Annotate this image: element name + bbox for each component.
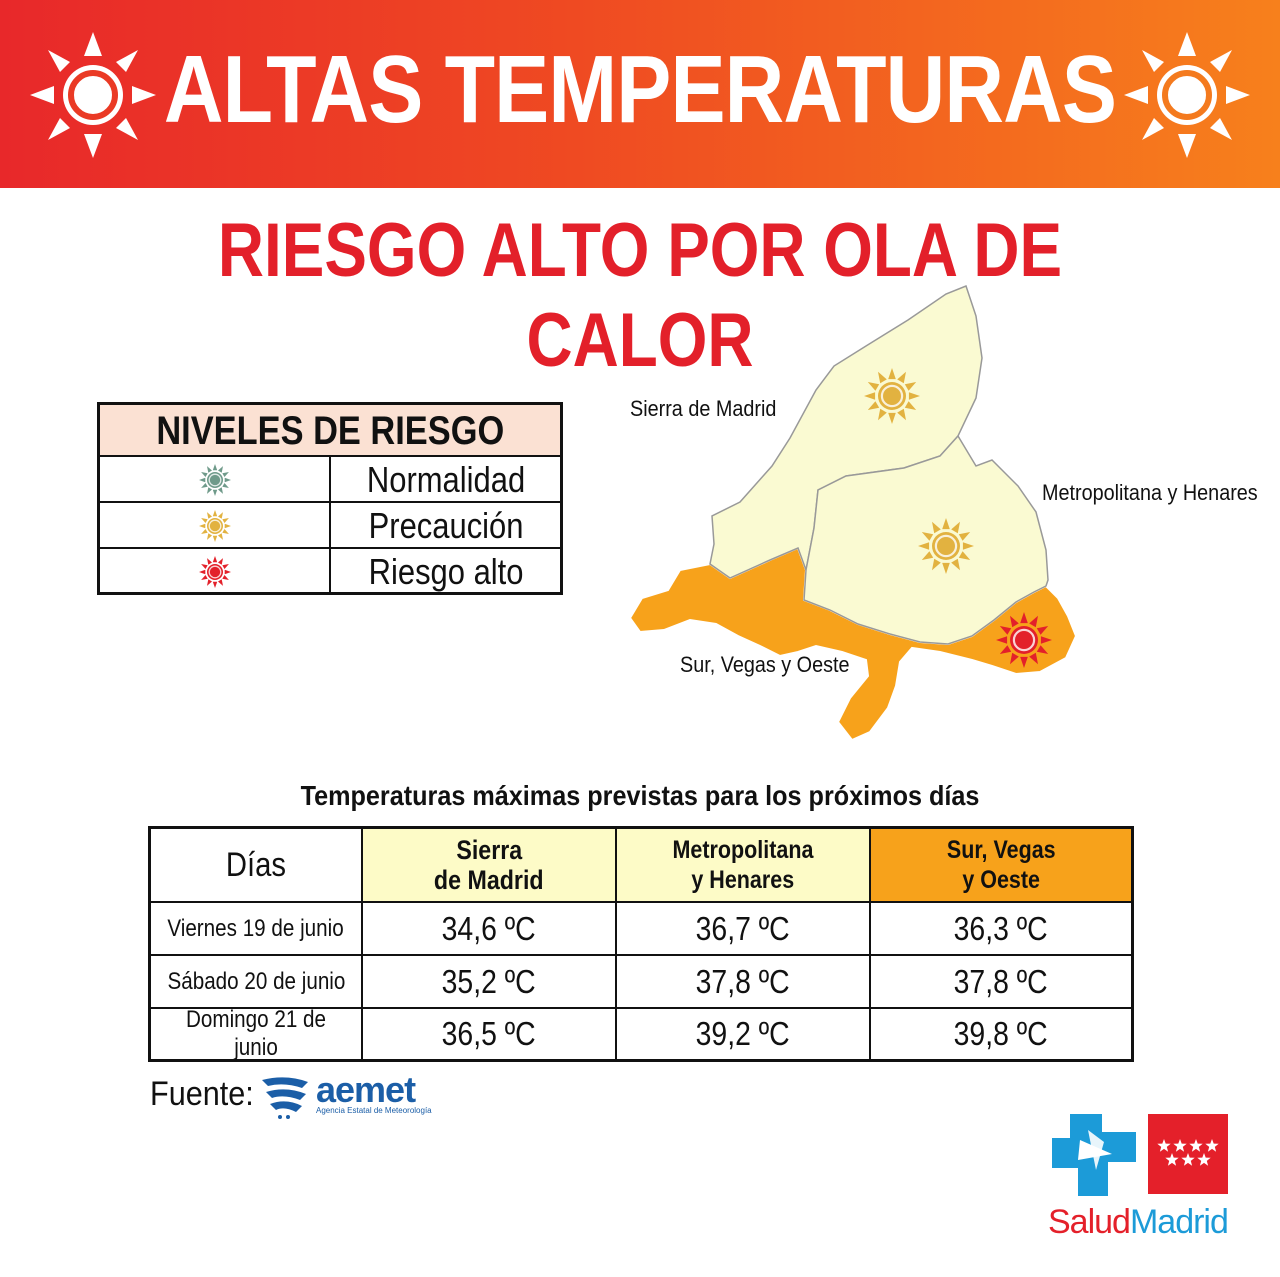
map-label-sierra: Sierra de Madrid xyxy=(630,396,777,421)
table-cell-sur: 39,8 ºC xyxy=(954,1015,1048,1052)
region-map xyxy=(628,285,1078,742)
table-header-days: Días xyxy=(151,829,363,903)
sun-icon xyxy=(199,464,231,496)
table-row-day: Sábado 20 de junio xyxy=(151,956,363,1009)
legend-title: NIVELES DE RIESGO xyxy=(100,405,560,457)
legend-label: Riesgo alto xyxy=(369,551,524,592)
header-banner xyxy=(0,0,1280,188)
sun-icon xyxy=(864,368,920,424)
table-cell-sierra: 35,2 ºC xyxy=(363,956,617,1009)
table-title: Temperaturas máximas previstas para los … xyxy=(300,780,980,811)
sun-icon xyxy=(30,32,156,158)
legend-row: Precaución xyxy=(100,503,560,549)
salud-madrid-logo xyxy=(1052,1114,1228,1196)
table-cell-sierra: 34,6 ºC xyxy=(363,903,617,956)
aemet-logo-text: aemet xyxy=(316,1069,416,1110)
table-cell-sur: 36,3 ºC xyxy=(871,903,1131,956)
page-subtitle: RIESGO ALTO POR OLA DE CALOR xyxy=(217,208,1063,383)
table-row-day: Domingo 21 de junio xyxy=(151,1006,363,1061)
risk-legend: NIVELES DE RIESGO Normalidad Precaución … xyxy=(97,402,563,595)
aemet-tagline: Agencia Estatal de Meteorología xyxy=(316,1106,432,1115)
source-label: Fuente: xyxy=(150,1075,254,1113)
sun-icon xyxy=(199,510,231,542)
sun-icon xyxy=(996,612,1052,668)
table-cell-sur: 37,8 ºC xyxy=(871,956,1131,1009)
salud-madrid-wordmark: SaludMadrid xyxy=(1048,1203,1229,1241)
sun-icon xyxy=(918,518,974,574)
table-cell-metropolitana: 37,8 ºC xyxy=(617,956,871,1009)
legend-label: Precaución xyxy=(369,505,524,546)
legend-row: Normalidad xyxy=(100,457,560,503)
temperature-table: Días Sierra de Madrid Metropolitana y Hena… xyxy=(148,826,1134,1062)
aemet-logo-icon xyxy=(262,1077,308,1119)
legend-label: Normalidad xyxy=(367,459,526,500)
banner-title: ALTAS TEMPERATURAS xyxy=(163,36,1117,143)
table-cell-metropolitana: 36,7 ºC xyxy=(617,903,871,956)
sun-icon xyxy=(199,556,231,588)
map-region-metropolitana-henares xyxy=(803,434,1049,645)
table-header-sur: Sur, Vegas y Oeste xyxy=(871,829,1131,903)
table-row-day: Viernes 19 de junio xyxy=(151,903,363,956)
table-cell-sierra: 36,5 ºC xyxy=(363,1009,617,1059)
table-header-metropolitana: Metropolitana y Henares xyxy=(617,829,871,903)
table-header-sierra: Sierra de Madrid xyxy=(363,829,617,903)
map-label-metropolitana: Metropolitana y Henares xyxy=(1042,480,1258,505)
table-cell-metropolitana: 39,2 ºC xyxy=(617,1009,871,1059)
sun-icon xyxy=(1124,32,1250,158)
legend-row: Riesgo alto xyxy=(100,549,560,595)
map-label-sur: Sur, Vegas y Oeste xyxy=(680,652,850,677)
